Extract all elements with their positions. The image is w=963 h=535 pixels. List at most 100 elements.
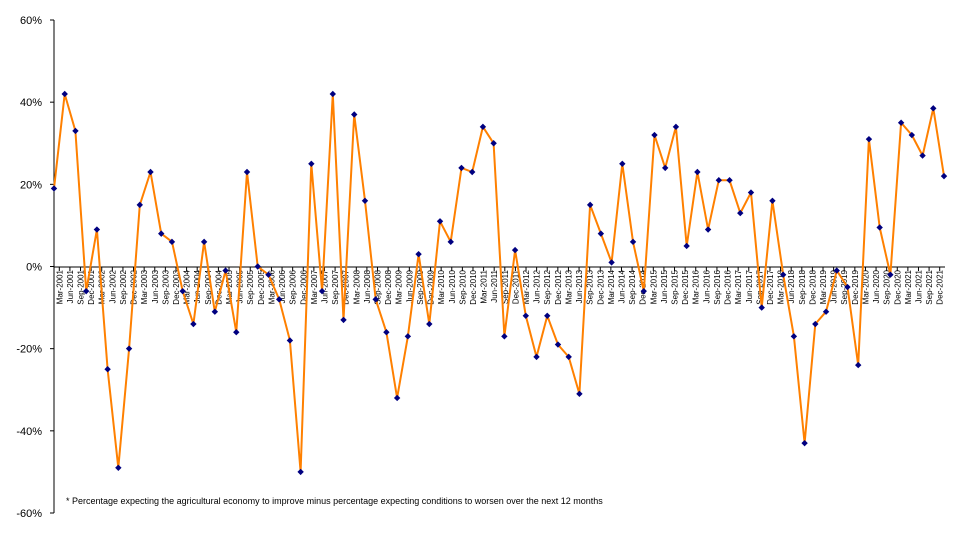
data-point-marker [908,131,916,139]
x-tick-label: Sep-2016 [713,269,722,304]
x-tick-label: Sep-2011 [501,269,510,304]
x-tick-label: Mar-2015 [649,269,658,304]
data-point-marker [597,230,605,237]
x-tick-label: Mar-2007 [310,269,319,304]
x-tick-label: Jun-2014 [617,269,626,303]
data-point-marker [233,329,240,336]
data-point-marker [672,123,680,131]
x-tick-label: Sep-2021 [925,269,934,304]
data-point-marker [651,131,658,139]
data-point-marker [61,90,68,98]
x-tick-label: Dec-2001 [87,269,96,304]
data-point-marker [855,361,862,369]
x-tick-label: Dec-2006 [299,269,308,304]
data-point-marker [683,242,690,250]
x-tick-label: Dec-2021 [936,269,945,304]
data-point-marker [211,308,219,315]
x-tick-label: Jun-2010 [448,269,457,303]
data-point-marker [243,168,251,176]
data-point-marker [715,177,723,184]
x-tick-label: Jun-2001 [66,269,75,303]
x-tick-label: Jun-2020 [872,269,881,303]
data-point-marker [104,366,111,373]
x-tick-label: Dec-2008 [384,269,393,304]
y-tick-label: 40% [20,97,42,109]
x-tick-label: Sep-2012 [543,269,552,304]
data-point-marker [694,168,701,176]
data-point-marker [458,164,465,172]
x-tick-label: Sep-2005 [246,269,255,304]
data-point-marker [340,316,347,324]
data-point-marker [565,353,572,361]
x-tick-label: Jun-2012 [533,269,542,303]
x-tick-label: Sep-2001 [77,269,86,304]
x-tick-label: Sep-2002 [119,269,128,304]
data-point-marker [629,238,637,246]
data-point-marker [329,90,336,98]
data-point-marker [136,201,143,209]
x-tick-label: Mar-2001 [55,269,64,304]
x-tick-label: Sep-2006 [289,269,298,304]
data-point-marker [361,197,369,204]
data-point-marker [286,337,294,344]
data-point-marker [393,394,401,402]
x-tick-label: Mar-2021 [904,269,913,304]
x-tick-label: Sep-2013 [586,269,595,304]
x-tick-label: Jun-2011 [490,269,499,302]
data-point-marker [662,164,669,172]
x-tick-label: Dec-2009 [427,269,436,304]
data-point-marker [404,333,412,340]
x-tick-label: Dec-2011 [511,269,520,304]
data-point-marker [50,185,58,192]
data-point-marker [490,140,497,147]
x-tick-label: Jun-2019 [830,269,839,303]
data-point-marker [468,168,476,176]
y-tick-label: -60% [16,508,42,520]
data-point-marker [254,263,261,270]
x-tick-label: Sep-2015 [671,269,680,304]
data-point-marker [522,312,530,319]
y-tick-label: 20% [20,179,42,191]
data-point-marker [608,259,615,266]
x-tick-label: Dec-2017 [766,269,775,304]
x-tick-label: Dec-2018 [808,269,817,304]
data-point-marker [200,238,208,246]
x-tick-label: Dec-2003 [172,269,181,304]
x-tick-label: Dec-2019 [851,269,860,304]
data-point-marker [511,246,519,254]
data-point-marker [190,320,197,328]
series-layer [50,90,948,476]
data-point-marker [897,119,905,126]
data-point-marker [533,353,540,361]
footnote: * Percentage expecting the agricultural … [66,496,603,506]
data-point-marker [501,333,508,340]
data-point-marker [876,224,883,231]
x-tick-label: Mar-2017 [734,269,743,304]
data-point-marker [887,271,894,278]
x-tick-label: Sep-2014 [628,269,637,304]
x-tick-label: Mar-2016 [692,269,701,304]
x-tick-label: Mar-2004 [183,269,192,304]
data-point-marker [426,320,433,328]
data-point-marker [275,296,283,303]
x-tick-label: Dec-2005 [257,269,266,304]
data-point-marker [115,464,122,472]
data-point-marker [865,135,873,143]
data-point-marker [747,189,755,196]
data-point-marker [758,304,765,311]
data-point-marker [72,127,79,135]
data-point-marker [930,105,937,112]
x-tick-label: Jun-2021 [914,269,923,303]
data-point-marker [372,296,379,303]
data-point-marker [769,197,776,204]
x-tick-label: Mar-2009 [395,269,404,304]
y-axis-ticks: 60% 40% 20% 0% -20% -40% -60% [16,15,54,520]
x-tick-label: Mar-2008 [352,269,361,304]
x-tick-label: Sep-2008 [374,269,383,304]
x-tick-label: Jun-2002 [108,269,117,303]
data-point-marker [844,283,851,291]
x-tick-label: Sep-2003 [161,269,170,304]
x-tick-label: Mar-2012 [522,269,531,304]
x-tick-label: Jun-2003 [151,269,160,303]
data-point-marker [790,333,798,340]
